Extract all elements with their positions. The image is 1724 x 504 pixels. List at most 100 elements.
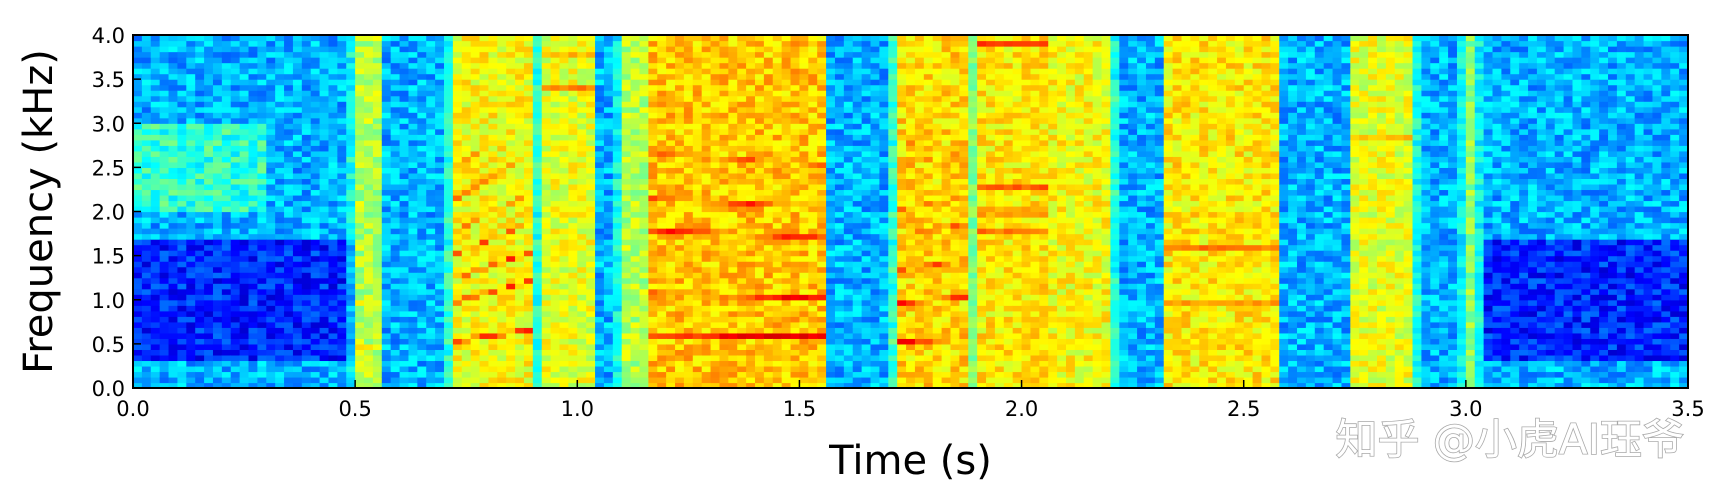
spectrogram-cell [310,134,321,141]
spectrogram-cell [479,211,490,218]
spectrogram-cell [595,299,605,306]
spectrogram-cell [284,272,294,279]
spectrogram-cell [452,228,463,235]
spectrogram-cell [141,194,152,202]
spectrogram-cell [337,211,347,218]
spectrogram-cell [372,101,383,108]
spectrogram-cell [159,266,170,273]
spectrogram-cell [488,261,498,268]
spectrogram-cell [257,371,267,378]
spectrogram-cell [675,161,685,168]
spectrogram-cell [444,382,454,389]
spectrogram-cell [479,205,490,213]
spectrogram-cell [763,310,774,317]
spectrogram-cell [150,172,161,180]
spectrogram-cell [177,321,187,328]
spectrogram-cell [799,46,809,53]
spectrogram-cell [337,382,347,389]
spectrogram-cell [212,376,223,384]
spectrogram-cell [266,321,276,328]
spectrogram-cell [781,90,792,97]
spectrogram-cell [639,112,649,119]
spectrogram-cell [710,90,721,97]
spectrogram-cell [284,178,294,185]
spectrogram-cell [523,288,534,295]
spectrogram-cell [452,46,463,53]
spectrogram-cell [692,189,703,196]
spectrogram-cell [515,161,525,168]
spectrogram-cell [683,244,694,251]
spectrogram-cell [364,189,374,196]
spectrogram-cell [728,112,738,119]
spectrogram-cell [444,90,454,97]
spectrogram-cell [284,376,294,384]
spectrogram-cell [301,73,312,80]
spectrogram-cell [408,101,418,108]
spectrogram-cell [168,371,179,378]
spectrogram-cell [603,134,614,141]
spectrogram-cell [319,217,330,224]
spectrogram-cell [506,310,516,317]
spectrogram-cell [701,150,712,157]
spectrogram-cell [719,371,729,378]
spectrogram-cell [417,46,427,53]
spectrogram-cell [444,294,454,301]
spectrogram-cell [817,354,827,362]
spectrogram-cell [532,101,543,108]
spectrogram-cell [452,123,463,130]
spectrogram-cell [612,321,623,328]
spectrogram-cell [755,156,765,163]
spectrogram-cell [692,283,703,290]
spectrogram-cell [141,35,152,42]
spectrogram-cell [470,239,481,246]
spectrogram-cell [790,255,801,262]
spectrogram-cell [195,272,205,279]
spectrogram-cell [648,283,658,290]
spectrogram-cell [319,145,330,152]
spectrogram-cell [204,200,214,207]
spectrogram-cell [248,150,258,157]
spectrogram-cell [426,139,436,146]
spectrogram-cell [159,321,170,328]
spectrogram-cell [257,217,267,224]
spectrogram-cell [710,222,721,229]
spectrogram-cell [230,343,241,350]
spectrogram-cell [435,327,445,334]
spectrogram-cell [470,57,481,64]
spectrogram-cell [586,261,596,268]
spectrogram-cell [541,145,552,152]
spectrogram-cell [399,90,410,97]
spectrogram-cell [133,354,143,362]
spectrogram-cell [630,338,641,345]
spectrogram-cell [177,266,187,273]
spectrogram-cell [523,266,534,273]
spectrogram-cell [195,283,205,290]
spectrogram-cell [381,101,392,108]
spectrogram-cell [301,117,312,124]
spectrogram-cell [461,316,472,323]
spectrogram-cell [292,332,303,339]
spectrogram-cell [612,332,623,339]
spectrogram-cell [328,128,338,135]
spectrogram-cell [506,101,516,108]
spectrogram-cell [719,46,729,53]
spectrogram-cell [399,217,410,224]
spectrogram-cell [808,365,818,373]
spectrogram-cell [559,68,569,75]
spectrogram-cell [310,272,321,279]
spectrogram-cell [523,46,534,53]
spectrogram-cell [177,376,187,384]
spectrogram-cell [755,365,765,373]
spectrogram-cell [497,117,507,124]
spectrogram-cell [239,189,250,196]
spectrogram-cell [541,354,552,362]
spectrogram-cell [657,106,667,113]
spectrogram-cell [675,194,685,202]
spectrogram-cell [666,35,676,42]
spectrogram-cell [301,90,312,97]
spectrogram-cell [390,150,401,157]
spectrogram-cell [559,79,569,86]
spectrogram-cell [497,272,507,279]
spectrogram-cell [683,40,694,47]
spectrogram-cell [266,310,276,317]
